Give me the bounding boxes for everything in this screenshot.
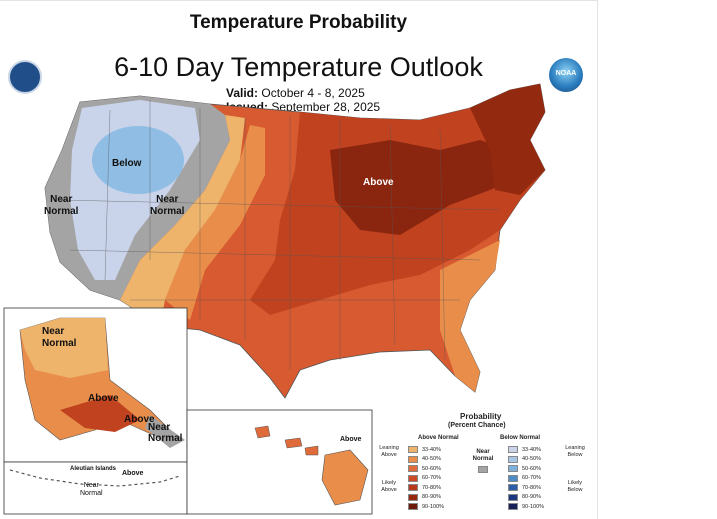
state-lines: [59, 100, 501, 370]
legend-below-swatch: [508, 484, 518, 491]
legend-subtitle: (Percent Chance): [448, 422, 506, 429]
legend-above-range-label: 60-70%: [422, 475, 441, 481]
legend-leaning-above-line2: Above: [381, 452, 397, 458]
label-alaska-near-normal-line1: Near: [42, 326, 65, 337]
label-above-conus: Above: [363, 177, 394, 188]
legend-below-swatch: [508, 503, 518, 510]
legend-above-range-label: 70-80%: [422, 484, 441, 491]
legend-above-swatch: [408, 465, 418, 472]
legend-below-range-label: 60-70%: [522, 475, 541, 481]
legend-below-range-label: 80-90%: [522, 494, 541, 500]
label-alaska-near-normal: Near Normal: [42, 326, 76, 350]
label-aleutian-islands: Aleutian Islands: [70, 466, 117, 472]
above-southeast: [440, 240, 500, 392]
legend-likely-below-line1: Likely: [567, 480, 583, 486]
label-alaska-near-se-line2: Normal: [148, 433, 183, 444]
legend-likely-above: Likely Above: [378, 480, 400, 494]
label-alaska-above: Above: [88, 393, 119, 404]
legend-above-header: Above Normal: [418, 435, 459, 441]
legend-below-range-label: 33-40%: [522, 446, 541, 453]
legend-below-swatch: [508, 465, 518, 472]
label-hawaii-above: Above: [340, 436, 362, 443]
right-divider: [597, 0, 598, 519]
legend-above-range-label: 33-40%: [422, 446, 441, 453]
legend: Probability (Percent Chance) Above Norma…: [378, 410, 593, 514]
label-alaska-above-southeast: Above: [124, 414, 155, 425]
top-rule: [0, 0, 597, 1]
legend-near-line2: Normal: [472, 456, 494, 462]
legend-below-header: Below Normal: [500, 435, 541, 441]
valid-line: Valid: October 4 - 8, 2025: [226, 86, 365, 100]
legend-leaning-below: Leaning Below: [562, 445, 588, 459]
above-40-50-west: [165, 125, 265, 320]
above-northeast: [470, 84, 545, 195]
legend-above-swatch: [408, 455, 418, 463]
legend-above-range-label: 80-90%: [422, 494, 441, 500]
legend-below-range-label: 90-100%: [522, 503, 545, 510]
label-near-normal-mountain: Near Normal: [150, 194, 184, 218]
below-40-50: [92, 126, 184, 194]
legend-likely-above-line2: Above: [381, 487, 397, 493]
legend-above-swatch: [408, 474, 418, 482]
legend-likely-below-line2: Below: [567, 487, 583, 493]
label-aleutian-above: Above: [122, 470, 144, 477]
legend-below-swatch: [508, 493, 518, 501]
legend-likely-below: Likely Below: [562, 480, 588, 494]
alaska-leaning: [20, 318, 108, 378]
label-near-normal-west-line2: Normal: [44, 206, 79, 217]
legend-title: Probability: [460, 412, 502, 421]
label-aleutian-near-line2: Normal: [80, 490, 103, 497]
hawaii-islands: [254, 425, 319, 456]
noaa-logo-icon: NOAA: [549, 58, 583, 92]
hawaii-big-island: [321, 449, 369, 506]
legend-near-swatch: [478, 466, 488, 473]
issued-value: September 28, 2025: [271, 100, 381, 114]
legend-below-swatch: [508, 446, 518, 453]
aleutian-chain: [9, 469, 181, 487]
legend-above-swatch: [408, 446, 418, 453]
legend-above-swatch: [408, 484, 418, 491]
legend-below-range-label: 70-80%: [522, 484, 541, 491]
legend-below-range-label: 50-60%: [522, 465, 541, 472]
label-near-normal-mountain-line2: Normal: [150, 206, 185, 217]
above-leaning-west: [120, 115, 245, 326]
valid-value: October 4 - 8, 2025: [261, 86, 365, 100]
legend-above-range-label: 90-100%: [422, 503, 445, 510]
legend-above-swatch: [408, 493, 418, 501]
legend-likely-above-line1: Likely: [381, 480, 397, 486]
legend-above-swatch: [408, 503, 418, 510]
label-near-normal-mountain-line1: Near: [156, 194, 179, 205]
above-core: [330, 140, 520, 235]
legend-leaning-below-line2: Below: [567, 452, 583, 458]
label-near-normal-west-line1: Near: [50, 194, 73, 205]
legend-above-range-label: 40-50%: [422, 456, 441, 462]
label-alaska-near-normal-line2: Normal: [42, 338, 77, 349]
label-below: Below: [112, 158, 142, 169]
label-alaska-near-se-line1: Near: [148, 422, 171, 433]
legend-above-range-label: 50-60%: [422, 465, 441, 472]
legend-below-swatch: [508, 474, 518, 482]
outlook-map: [3, 83, 546, 515]
legend-leaning-below-line1: Leaning: [565, 445, 585, 451]
legend-near-normal: Near Normal: [472, 449, 494, 463]
label-alaska-near-normal-southeast: Near Normal: [148, 422, 182, 444]
alaska-near-southeast: [145, 415, 185, 448]
legend-leaning-above: Leaning Above: [378, 445, 400, 459]
label-aleutian-near-line1: Near: [83, 482, 99, 489]
legend-leaning-above-line1: Leaning: [379, 445, 399, 451]
label-near-normal-west: Near Normal: [44, 194, 78, 218]
legend-below-range-label: 40-50%: [522, 456, 541, 462]
noaa-logo-text: NOAA: [555, 70, 577, 77]
map-title: Temperature Probability: [189, 12, 408, 33]
label-aleutian-near-normal: Near Normal: [80, 482, 103, 498]
legend-below-swatch: [508, 455, 518, 463]
valid-label: Valid:: [226, 86, 259, 100]
outlook-title: 6-10 Day Temperature Outlook: [114, 52, 483, 82]
alaska-strong: [60, 395, 140, 432]
legend-near-line1: Near: [476, 449, 490, 455]
doc-seal-icon: [8, 60, 42, 94]
aleutian-inset-frame: [3, 461, 188, 515]
